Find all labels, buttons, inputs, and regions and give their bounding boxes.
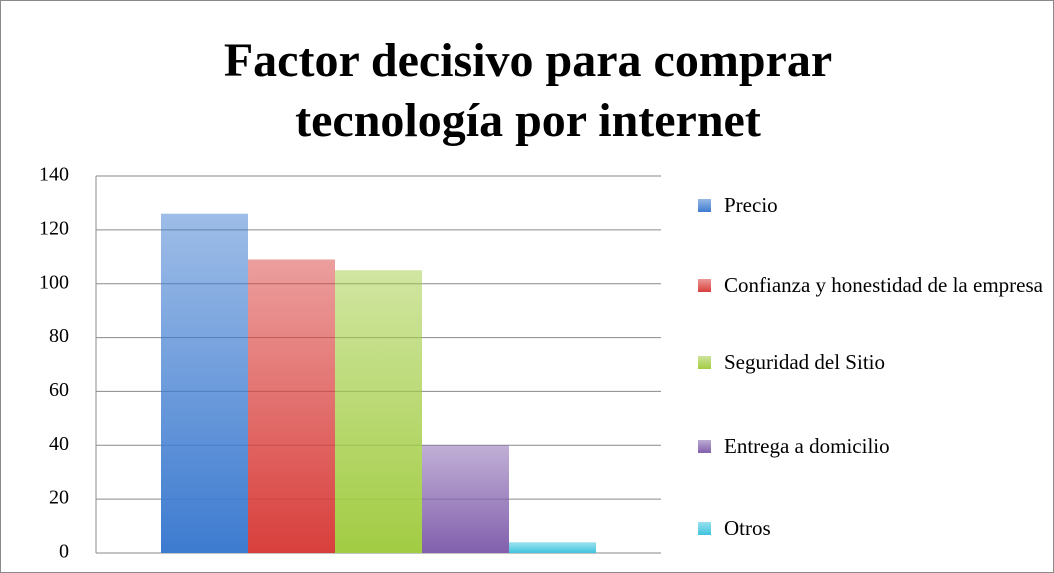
bar	[335, 270, 422, 553]
legend-label: Precio	[724, 193, 778, 217]
bar	[509, 542, 596, 553]
legend-swatch	[698, 356, 711, 369]
y-tick-label: 140	[39, 164, 69, 186]
y-tick-label: 20	[49, 487, 69, 509]
chart-title: Factor decisivo para comprar tecnología …	[223, 34, 833, 147]
legend-entry: Entrega a domicilio	[698, 432, 1043, 460]
legend-swatch	[698, 199, 711, 212]
y-tick-label: 0	[59, 541, 69, 563]
legend-swatch	[698, 279, 711, 292]
legend-swatch	[698, 440, 711, 453]
legend-label: Seguridad del Sitio	[724, 350, 885, 374]
y-tick-label: 80	[49, 325, 69, 347]
legend-label: Otros	[724, 516, 771, 540]
bar	[248, 259, 335, 553]
legend-label: Entrega a domicilio	[724, 434, 890, 458]
y-tick-label: 60	[49, 379, 69, 401]
legend-swatch	[698, 522, 711, 535]
y-tick-label: 100	[39, 271, 69, 293]
legend-entry: Otros	[698, 514, 1043, 542]
legend-label: Confianza y honestidad de la empresa	[724, 273, 1043, 297]
bar	[422, 445, 509, 553]
y-tick-label: 40	[49, 433, 69, 455]
legend-entry: Precio	[698, 191, 1043, 219]
y-tick-label: 120	[39, 217, 69, 239]
bar	[161, 213, 248, 553]
legend-entry: Confianza y honestidad de la empresa	[698, 271, 1043, 299]
legend-entry: Seguridad del Sitio	[698, 348, 1043, 376]
